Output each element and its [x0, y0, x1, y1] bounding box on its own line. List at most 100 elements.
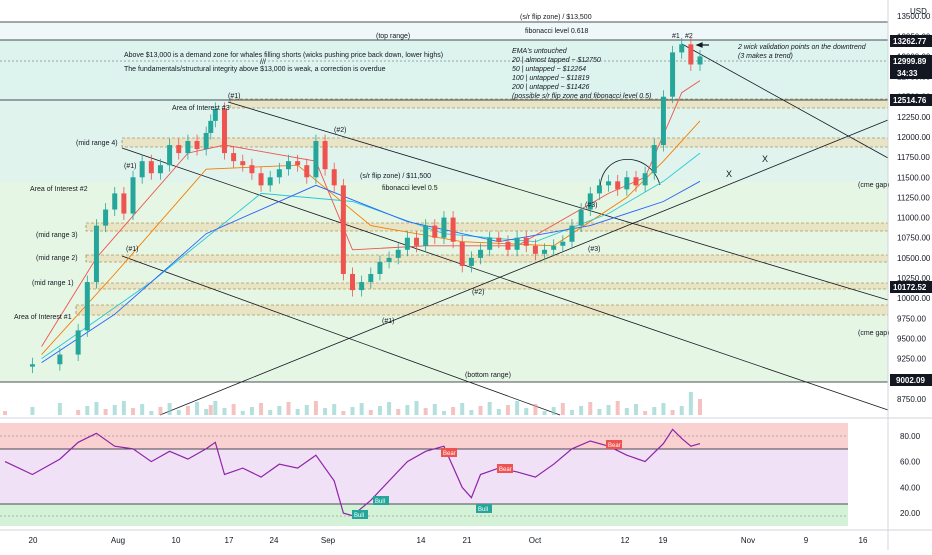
price-tick-label: 11000.00	[897, 214, 930, 223]
price-box-10172-bg	[890, 281, 932, 293]
ema-line-20	[41, 80, 701, 347]
rsi-tick-label: 40.00	[900, 483, 921, 492]
volume-bar	[405, 405, 410, 415]
candle-body	[514, 237, 520, 250]
volume-bar	[670, 410, 675, 415]
candle-body	[249, 165, 255, 174]
label-ema-note: (possible s/r flip zone and fibonacci le…	[512, 93, 651, 100]
volume-bar	[57, 403, 62, 415]
candle-body	[103, 209, 109, 226]
volume-bar	[542, 411, 547, 415]
candle-body	[377, 261, 383, 274]
time-tick-label: 14	[417, 536, 426, 545]
candle-body	[221, 108, 227, 154]
volume-bar	[560, 403, 565, 415]
rsi-badges: Bull Bull Bull Bear Bear Bear	[352, 440, 622, 519]
rsi-badge-bear-3-bg	[606, 440, 622, 449]
volume-bar	[231, 404, 236, 415]
time-tick-label: 24	[270, 536, 279, 545]
trendline-downtrend-3	[121, 255, 561, 416]
candle-body	[276, 169, 282, 178]
volume-bar	[478, 406, 483, 415]
volume-bar	[487, 402, 492, 415]
candle-body	[542, 249, 548, 254]
price-tick-label: 11750.00	[897, 153, 930, 162]
volume-bar	[213, 401, 218, 415]
time-tick-label: 17	[225, 536, 234, 545]
label-bottom-range: (bottom range)	[465, 372, 511, 379]
volume-bar	[551, 407, 556, 415]
volume-bar	[698, 399, 702, 415]
price-box-12999: 12999.89	[893, 57, 927, 66]
candle-body	[130, 177, 136, 214]
volume-bar	[524, 408, 529, 415]
candle-body	[670, 52, 676, 97]
label-p3-b: (#3)	[588, 246, 600, 253]
volume-bar	[515, 401, 520, 415]
range-box-mid-4	[121, 137, 889, 148]
price-label-boxes: 13262.77 12999.89 34:33 12514.76 10172.5…	[890, 35, 932, 386]
candle-body	[606, 181, 612, 186]
label-ema-50: 50 | untapped ~ $12264	[512, 66, 586, 73]
volume-bar	[222, 408, 227, 415]
price-box-13262-bg	[890, 35, 932, 47]
volume-bar	[149, 411, 154, 415]
price-tick-label: 13500.00	[897, 12, 931, 21]
candle-body	[505, 241, 511, 250]
label-ema-title: EMA's untouched	[512, 48, 568, 55]
label-ema-100: 100 | untapped ~ $11819	[512, 75, 590, 82]
time-tick-label: Oct	[529, 536, 542, 545]
label-x-2: X	[726, 169, 732, 179]
label-p1-bottom: (#1)	[382, 318, 394, 325]
price-tick-label: 10250.00	[897, 274, 931, 283]
rsi-axis-ticks: 20.00 40.00 60.00 80.00	[900, 432, 921, 518]
price-series	[29, 37, 703, 374]
candle-body	[185, 141, 191, 154]
candle-body	[167, 145, 173, 166]
volume-bar	[323, 408, 328, 415]
volume-bar	[359, 403, 364, 415]
volume-bar	[313, 401, 318, 415]
candle-body	[532, 245, 538, 254]
candle-body	[208, 120, 214, 133]
rsi-badge-bull-1-bg	[352, 510, 368, 519]
volume-bar	[643, 411, 648, 415]
volume-bar	[249, 407, 254, 415]
price-box-9002: 9002.09	[896, 376, 925, 385]
price-tick-label: 9750.00	[897, 314, 926, 323]
trendline-downtrend-top	[681, 43, 889, 159]
label-x-1: X	[762, 154, 768, 164]
label-wick-note-2: (3 makes a trend)	[738, 53, 793, 60]
volume-bar	[396, 409, 401, 415]
range-box-area-1	[75, 304, 889, 316]
volume-bar	[3, 411, 7, 415]
candle-body	[478, 249, 484, 258]
volume-bar	[112, 405, 117, 415]
volume-bar	[432, 404, 437, 415]
label-p1-lower: (#1)	[126, 246, 138, 253]
candle-body	[404, 237, 410, 250]
candle-body	[587, 193, 593, 210]
currency-label: USD	[910, 7, 927, 16]
price-tick-label: 10750.00	[897, 234, 931, 243]
candle-body	[660, 96, 666, 146]
label-cme-gap-1: (cme gap)	[858, 182, 890, 189]
candle-body	[560, 241, 566, 246]
label-ema-20: 20 | almost tapped ~ $12750	[511, 57, 601, 64]
candle-body	[203, 132, 209, 150]
volume-bar	[295, 409, 300, 415]
volume-bar	[688, 392, 693, 415]
arc-annotation	[599, 158, 661, 191]
label-mid-1: (mid range 1)	[32, 280, 74, 287]
volume-bar	[661, 403, 666, 415]
time-tick-label: Sep	[321, 536, 336, 545]
time-tick-label: Aug	[111, 536, 125, 545]
candle-body	[651, 145, 657, 174]
label-fib-0618: fibonacci level 0.618	[525, 28, 589, 35]
volume-bar	[332, 404, 337, 415]
label-p1-top: (#1)	[228, 93, 240, 100]
volume-bar	[240, 411, 245, 415]
rsi-oversold-zone	[0, 504, 848, 526]
candle-body	[258, 173, 264, 186]
volume-bar	[633, 404, 638, 415]
